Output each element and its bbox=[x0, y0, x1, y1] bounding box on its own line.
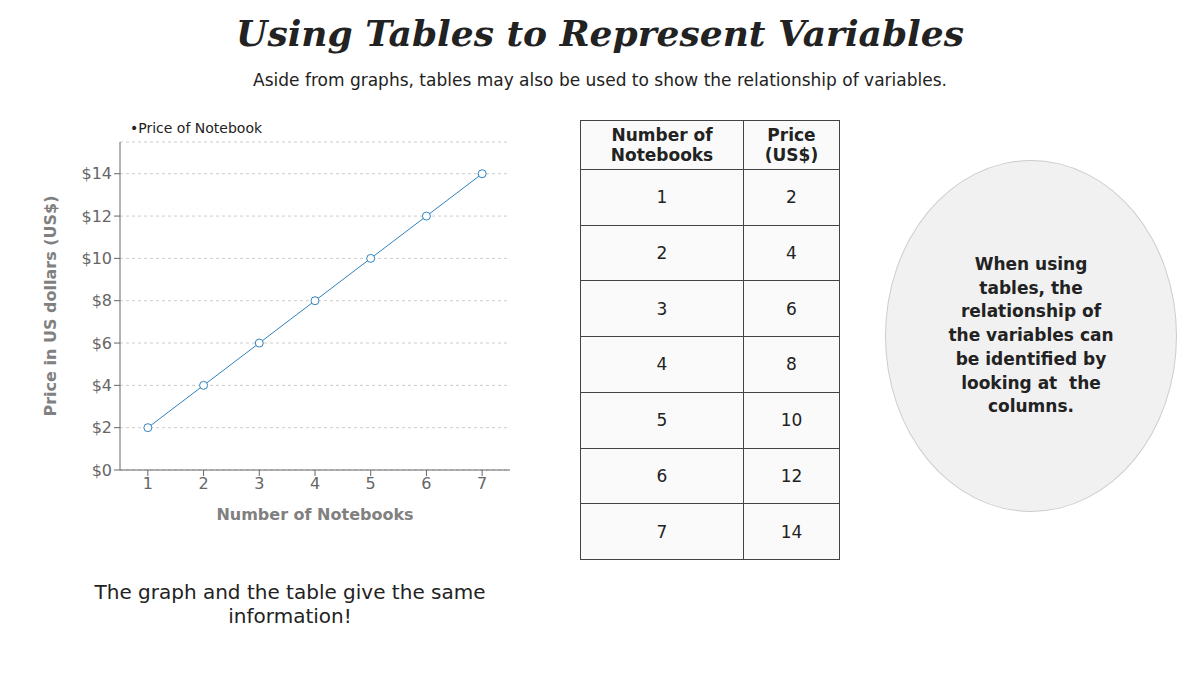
html-text:14: 14 bbox=[780, 521, 803, 542]
html-text:Price (US$): Price (US$) bbox=[764, 125, 819, 165]
svg-text:Price in US dollars (US$): Price in US dollars (US$) bbox=[41, 195, 60, 416]
html-text:10: 10 bbox=[780, 410, 803, 431]
svg-text:7: 7 bbox=[477, 474, 487, 493]
svg-text:1: 1 bbox=[143, 474, 153, 493]
html-text:8: 8 bbox=[786, 354, 797, 375]
html-text:6: 6 bbox=[786, 298, 797, 319]
html-text:Using Tables to Represent Vari: Using Tables to Represent Variables bbox=[236, 12, 964, 54]
svg-text:2: 2 bbox=[198, 474, 208, 493]
svg-text:$2: $2 bbox=[92, 418, 112, 437]
html-text:4: 4 bbox=[786, 243, 797, 263]
html-text:6: 6 bbox=[656, 465, 668, 486]
svg-text:4: 4 bbox=[310, 474, 320, 493]
html-text:Aside from graphs, tables may: Aside from graphs, tables may also be us… bbox=[253, 70, 947, 90]
svg-text:Number of Notebooks: Number of Notebooks bbox=[216, 505, 413, 524]
html-text:1: 1 bbox=[656, 187, 668, 208]
html-text:4: 4 bbox=[656, 354, 668, 375]
html-text:The graph and the table give t: The graph and the table give the same in… bbox=[94, 580, 486, 628]
html-text:7: 7 bbox=[656, 521, 668, 542]
svg-text:5: 5 bbox=[366, 474, 376, 493]
svg-text:$12: $12 bbox=[81, 207, 112, 226]
html-text:2: 2 bbox=[656, 243, 668, 263]
svg-text:$6: $6 bbox=[92, 334, 112, 353]
html-text:2: 2 bbox=[786, 187, 797, 208]
html-text:When using tables, the relatio: When using tables, the relationship of t… bbox=[948, 253, 1114, 417]
svg-text:$10: $10 bbox=[81, 249, 112, 268]
html-text:•Price of Notebook: •Price of Notebook bbox=[130, 120, 263, 136]
html-text:3: 3 bbox=[656, 298, 668, 319]
svg-text:$14: $14 bbox=[81, 164, 112, 183]
svg-text:$4: $4 bbox=[92, 376, 112, 395]
html-text:12: 12 bbox=[780, 465, 803, 486]
svg-text:$0: $0 bbox=[92, 461, 112, 480]
svg-text:6: 6 bbox=[421, 474, 431, 493]
html-text:Number of Notebooks: Number of Notebooks bbox=[610, 125, 714, 165]
svg-text:3: 3 bbox=[254, 474, 264, 493]
svg-text:$8: $8 bbox=[92, 291, 112, 310]
html-text:5: 5 bbox=[656, 410, 668, 431]
